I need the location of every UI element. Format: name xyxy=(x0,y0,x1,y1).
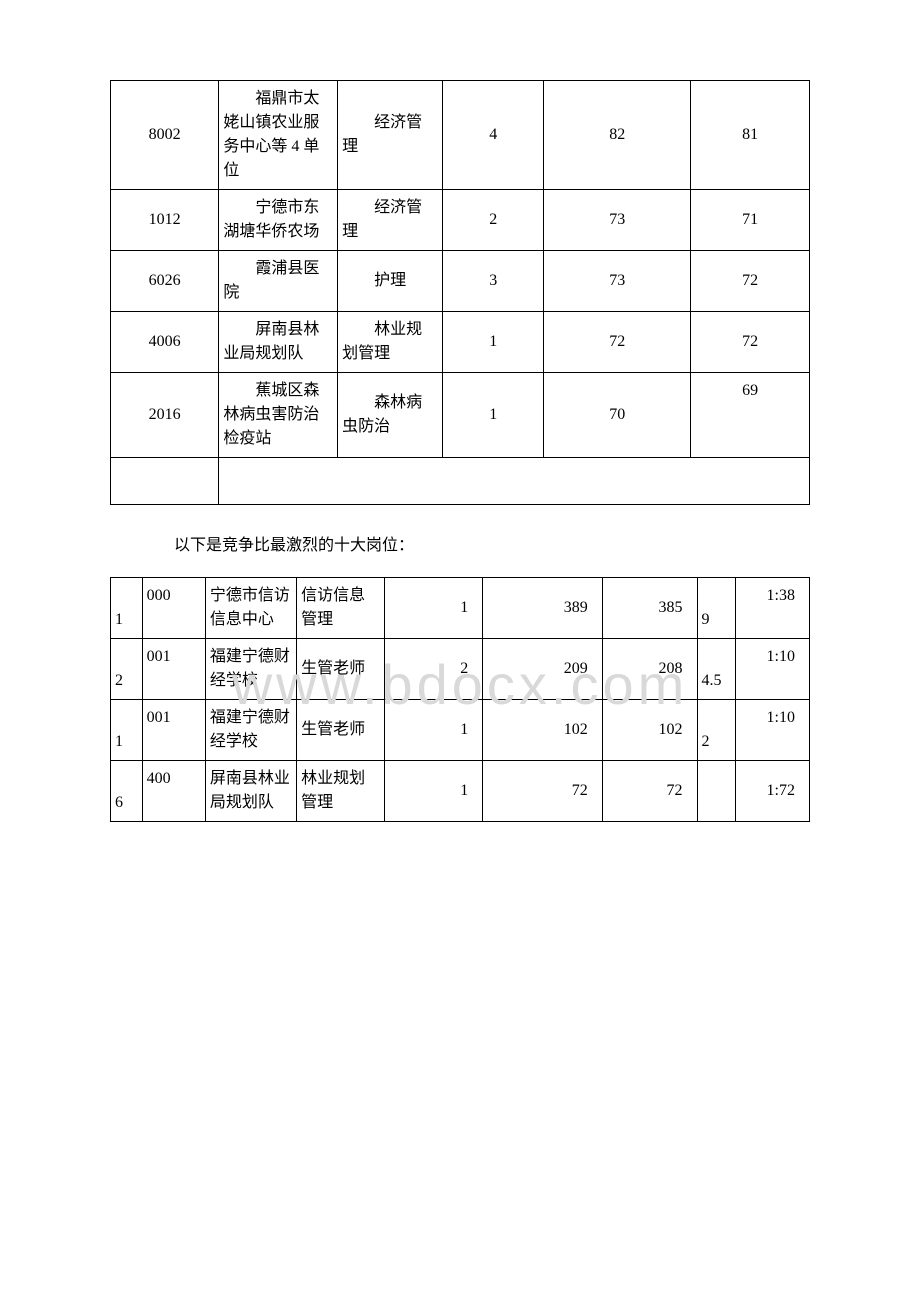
cell-n: 1 xyxy=(443,312,544,373)
cell-a: 72 xyxy=(483,761,602,822)
cell-a: 389 xyxy=(483,578,602,639)
cell-b: 72 xyxy=(602,761,697,822)
table-2: 1 000 宁德市信访信息中心 信访信息管理 1 389 385 9 1:38 … xyxy=(110,577,810,822)
cell-post: 生管老师 xyxy=(297,639,385,700)
cell-r1: 4.5 xyxy=(697,639,736,700)
cell-r2: 1:10 xyxy=(736,700,810,761)
cell-org: 福建宁德财经学校 xyxy=(205,700,296,761)
cell-n: 3 xyxy=(443,251,544,312)
cell-b: 81 xyxy=(691,81,810,190)
cell-code: 6026 xyxy=(111,251,219,312)
cell-org: 屏南县林业局规划队 xyxy=(219,312,338,373)
cell-post: 信访信息管理 xyxy=(297,578,385,639)
cell-post: 经济管理 xyxy=(338,190,443,251)
table-1: 8002 福鼎市太姥山镇农业服务中心等 4 单位 经济管理 4 82 81 10… xyxy=(110,80,810,505)
cell-b: 102 xyxy=(602,700,697,761)
table-row: 8002 福鼎市太姥山镇农业服务中心等 4 单位 经济管理 4 82 81 xyxy=(111,81,810,190)
cell-code: 1012 xyxy=(111,190,219,251)
cell-n: 4 xyxy=(443,81,544,190)
cell-post: 林业规划管理 xyxy=(297,761,385,822)
table-row: 6026 霞浦县医院 护理 3 73 72 xyxy=(111,251,810,312)
cell-c1: 1 xyxy=(111,578,143,639)
cell-c2: 001 xyxy=(142,700,205,761)
cell-a: 73 xyxy=(544,190,691,251)
cell-b: 385 xyxy=(602,578,697,639)
cell-n: 1 xyxy=(384,761,482,822)
cell-c2: 001 xyxy=(142,639,205,700)
cell-a: 82 xyxy=(544,81,691,190)
table-row: 2016 蕉城区森林病虫害防治检疫站 森林病虫防治 1 70 69 xyxy=(111,373,810,458)
empty-cell xyxy=(111,458,219,505)
cell-post: 林业规划管理 xyxy=(338,312,443,373)
cell-post: 生管老师 xyxy=(297,700,385,761)
cell-n: 1 xyxy=(384,578,482,639)
table-row: 1 001 福建宁德财经学校 生管老师 1 102 102 2 1:10 xyxy=(111,700,810,761)
table-row: 4006 屏南县林业局规划队 林业规划管理 1 72 72 xyxy=(111,312,810,373)
table-row: 1012 宁德市东湖塘华侨农场 经济管理 2 73 71 xyxy=(111,190,810,251)
cell-post: 森林病虫防治 xyxy=(338,373,443,458)
cell-a: 73 xyxy=(544,251,691,312)
cell-r2: 1:72 xyxy=(736,761,810,822)
cell-c2: 000 xyxy=(142,578,205,639)
cell-r2: 1:10 xyxy=(736,639,810,700)
cell-code: 8002 xyxy=(111,81,219,190)
cell-n: 1 xyxy=(443,373,544,458)
cell-org: 蕉城区森林病虫害防治检疫站 xyxy=(219,373,338,458)
cell-r1: 9 xyxy=(697,578,736,639)
cell-c1: 2 xyxy=(111,639,143,700)
cell-r2: 1:38 xyxy=(736,578,810,639)
cell-n: 2 xyxy=(443,190,544,251)
cell-post: 经济管理 xyxy=(338,81,443,190)
table-row: 2 001 福建宁德财经学校 生管老师 2 209 208 4.5 1:10 xyxy=(111,639,810,700)
cell-a: 209 xyxy=(483,639,602,700)
cell-b: 72 xyxy=(691,312,810,373)
cell-b: 208 xyxy=(602,639,697,700)
cell-n: 1 xyxy=(384,700,482,761)
cell-r1: 2 xyxy=(697,700,736,761)
cell-code: 4006 xyxy=(111,312,219,373)
cell-c2: 400 xyxy=(142,761,205,822)
cell-org: 霞浦县医院 xyxy=(219,251,338,312)
cell-c1: 1 xyxy=(111,700,143,761)
cell-code: 2016 xyxy=(111,373,219,458)
cell-n: 2 xyxy=(384,639,482,700)
cell-a: 72 xyxy=(544,312,691,373)
empty-cell xyxy=(219,458,810,505)
cell-r1 xyxy=(697,761,736,822)
cell-c1: 6 xyxy=(111,761,143,822)
cell-b: 71 xyxy=(691,190,810,251)
cell-b: 69 xyxy=(691,373,810,458)
cell-a: 102 xyxy=(483,700,602,761)
table-row: 6 400 屏南县林业局规划队 林业规划管理 1 72 72 1:72 xyxy=(111,761,810,822)
cell-b: 72 xyxy=(691,251,810,312)
cell-post: 护理 xyxy=(338,251,443,312)
table-row-empty xyxy=(111,458,810,505)
cell-org: 宁德市东湖塘华侨农场 xyxy=(219,190,338,251)
cell-org: 福建宁德财经学校 xyxy=(205,639,296,700)
cell-org: 福鼎市太姥山镇农业服务中心等 4 单位 xyxy=(219,81,338,190)
section-intro-text: 以下是竞争比最激烈的十大岗位： xyxy=(110,531,810,555)
cell-org: 宁德市信访信息中心 xyxy=(205,578,296,639)
cell-a: 70 xyxy=(544,373,691,458)
cell-org: 屏南县林业局规划队 xyxy=(205,761,296,822)
table-row: 1 000 宁德市信访信息中心 信访信息管理 1 389 385 9 1:38 xyxy=(111,578,810,639)
